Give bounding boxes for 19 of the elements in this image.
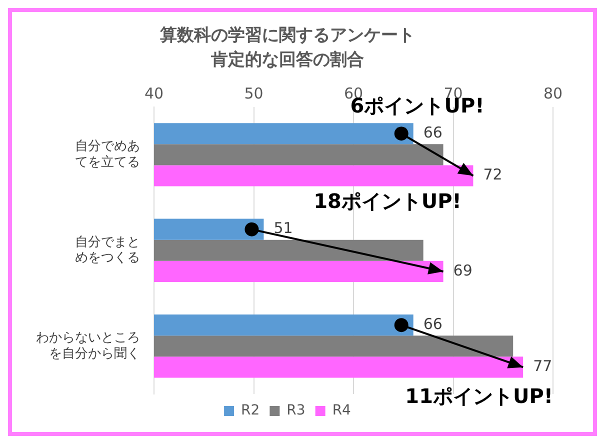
chart-title: 算数科の学習に関するアンケート xyxy=(159,26,415,46)
chart-subtitle: 肯定的な回答の割合 xyxy=(210,50,364,70)
data-label: 69 xyxy=(453,261,472,280)
data-label: 72 xyxy=(483,166,502,184)
y-tick-label: わからないところを自分から聞く xyxy=(36,330,140,362)
data-label: 66 xyxy=(423,314,442,333)
x-tick-label: 40 xyxy=(144,84,164,103)
annotation: 18ポイントUP! xyxy=(314,189,462,214)
y-tick-label: 自分でまとめをつくる xyxy=(75,234,140,266)
x-tick-label: 80 xyxy=(543,84,563,103)
legend-label: R4 xyxy=(332,402,352,419)
legend-label: R2 xyxy=(241,402,260,419)
legend-label: R3 xyxy=(286,402,306,419)
annotation: 11ポイントUP! xyxy=(405,384,554,408)
x-tick-label: 50 xyxy=(244,84,264,103)
y-tick-label: 自分でめあてを立てる xyxy=(75,139,140,170)
data-label: 66 xyxy=(423,123,442,142)
data-label: 77 xyxy=(533,357,552,376)
data-label: 51 xyxy=(274,219,293,238)
